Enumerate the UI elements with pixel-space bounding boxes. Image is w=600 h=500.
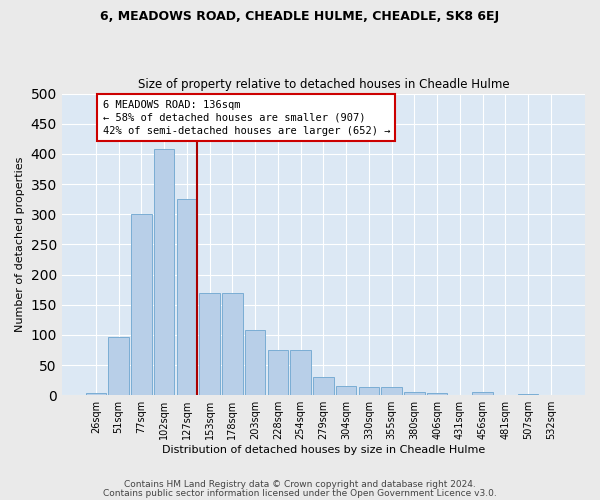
Bar xyxy=(199,292,220,395)
Bar xyxy=(404,392,425,395)
Text: Contains public sector information licensed under the Open Government Licence v3: Contains public sector information licen… xyxy=(103,488,497,498)
Bar xyxy=(86,394,106,395)
Bar xyxy=(131,214,152,395)
Bar xyxy=(245,330,265,395)
Bar xyxy=(222,292,242,395)
Bar xyxy=(382,388,402,395)
X-axis label: Distribution of detached houses by size in Cheadle Hulme: Distribution of detached houses by size … xyxy=(162,445,485,455)
Bar xyxy=(495,394,516,395)
Bar xyxy=(176,199,197,395)
Bar xyxy=(359,387,379,395)
Bar xyxy=(336,386,356,395)
Y-axis label: Number of detached properties: Number of detached properties xyxy=(15,156,25,332)
Title: Size of property relative to detached houses in Cheadle Hulme: Size of property relative to detached ho… xyxy=(137,78,509,91)
Bar xyxy=(541,394,561,395)
Bar xyxy=(154,149,175,395)
Bar xyxy=(268,350,288,395)
Text: Contains HM Land Registry data © Crown copyright and database right 2024.: Contains HM Land Registry data © Crown c… xyxy=(124,480,476,489)
Text: 6 MEADOWS ROAD: 136sqm
← 58% of detached houses are smaller (907)
42% of semi-de: 6 MEADOWS ROAD: 136sqm ← 58% of detached… xyxy=(103,100,390,136)
Bar xyxy=(427,394,448,395)
Bar xyxy=(472,392,493,395)
Bar xyxy=(109,336,129,395)
Bar xyxy=(450,394,470,395)
Text: 6, MEADOWS ROAD, CHEADLE HULME, CHEADLE, SK8 6EJ: 6, MEADOWS ROAD, CHEADLE HULME, CHEADLE,… xyxy=(100,10,500,23)
Bar xyxy=(290,350,311,395)
Bar xyxy=(518,394,538,395)
Bar xyxy=(313,377,334,395)
